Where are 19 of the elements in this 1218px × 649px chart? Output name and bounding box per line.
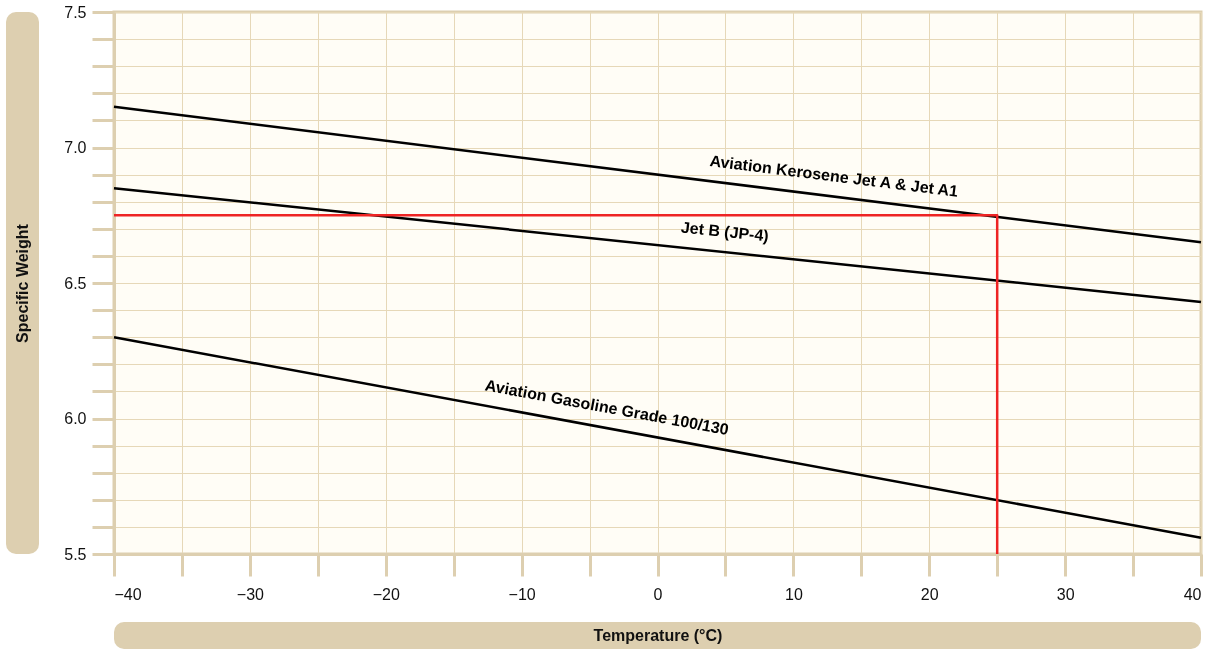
x-tick-label: 10 <box>784 585 803 603</box>
x-tick-label: −30 <box>236 585 265 603</box>
x-tick-label: 30 <box>1056 585 1075 603</box>
text: Aviation Kerosene Jet A & Jet A1 <box>708 152 960 200</box>
x-tick-label: −40 <box>114 585 142 603</box>
y-tick-label: 5.5 <box>64 545 87 563</box>
x-tick-label: 0 <box>653 585 663 603</box>
x-tick-label: −20 <box>372 585 400 603</box>
y-axis-title: Specific Weight <box>13 223 31 343</box>
text: Jet B (JP-4) <box>680 218 770 245</box>
y-tick-label: 7.5 <box>64 3 87 21</box>
x-tick-label: 40 <box>1183 585 1202 603</box>
y-tick-label: 6.5 <box>64 274 87 292</box>
x-axis-title: Temperature (°C) <box>593 626 723 644</box>
y-tick-label: 7.0 <box>64 139 87 156</box>
x-tick-label: −10 <box>508 585 536 603</box>
text: Aviation Gasoline Grade 100/130 <box>483 376 731 439</box>
x-tick-label: 20 <box>920 585 939 603</box>
y-tick-label: 6.0 <box>64 410 87 427</box>
